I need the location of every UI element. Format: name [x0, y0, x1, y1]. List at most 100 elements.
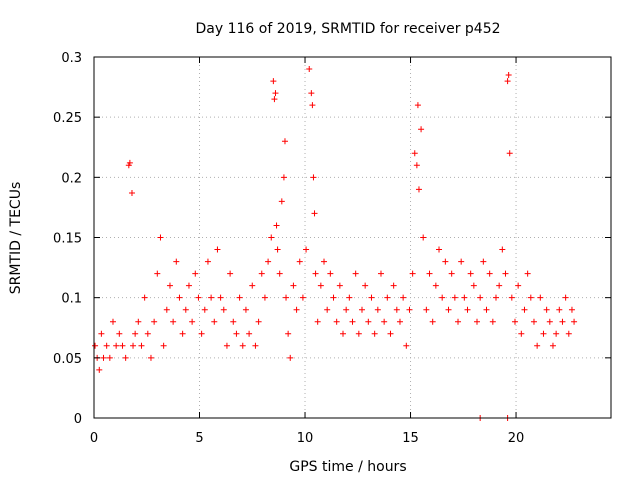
series-points — [92, 66, 578, 421]
data-point — [413, 162, 420, 169]
data-point — [324, 306, 331, 313]
data-point — [362, 282, 369, 289]
x-tick-label: 0 — [90, 431, 98, 446]
data-point — [290, 282, 297, 289]
y-tick-label: 0.1 — [61, 292, 82, 307]
data-point — [321, 258, 328, 265]
data-point — [420, 234, 427, 241]
data-point — [414, 102, 421, 109]
data-point — [562, 294, 569, 301]
data-point — [317, 282, 324, 289]
data-point — [261, 294, 268, 301]
data-point — [400, 294, 407, 301]
plot-frame — [93, 56, 612, 419]
data-point — [387, 330, 394, 337]
y-tick-label: 0.25 — [53, 111, 82, 126]
data-point — [147, 354, 154, 361]
data-point — [314, 318, 321, 325]
data-point — [521, 306, 528, 313]
data-point — [311, 210, 318, 217]
data-point — [330, 294, 337, 301]
data-point — [480, 258, 487, 265]
data-point — [506, 150, 513, 157]
data-point — [176, 294, 183, 301]
data-point — [502, 270, 509, 277]
data-point — [336, 282, 343, 289]
data-point — [113, 342, 120, 349]
data-point — [163, 306, 170, 313]
data-point — [208, 294, 215, 301]
data-point — [154, 270, 161, 277]
data-point — [182, 306, 189, 313]
data-point — [249, 282, 256, 289]
data-point — [537, 294, 544, 301]
y-tick-label: 0.3 — [61, 51, 82, 66]
data-point — [349, 318, 356, 325]
data-point — [160, 342, 167, 349]
data-point — [474, 318, 481, 325]
data-point — [565, 330, 572, 337]
data-point — [227, 270, 234, 277]
data-point — [524, 270, 531, 277]
data-point — [214, 246, 221, 253]
data-point — [489, 318, 496, 325]
data-point — [119, 342, 126, 349]
data-point — [283, 294, 290, 301]
data-point — [255, 318, 262, 325]
data-point — [296, 258, 303, 265]
data-point — [166, 282, 173, 289]
data-point — [242, 306, 249, 313]
data-point — [556, 306, 563, 313]
data-point — [310, 174, 317, 181]
data-point — [396, 318, 403, 325]
data-point — [246, 330, 253, 337]
data-point — [365, 318, 372, 325]
data-point — [426, 270, 433, 277]
data-point — [436, 246, 443, 253]
data-point — [543, 306, 550, 313]
data-point — [423, 306, 430, 313]
data-point — [530, 318, 537, 325]
data-point — [138, 342, 145, 349]
data-point — [308, 90, 315, 97]
data-point — [571, 318, 578, 325]
data-point — [448, 270, 455, 277]
data-point — [333, 318, 340, 325]
x-tick-label: 5 — [195, 431, 203, 446]
data-point — [312, 270, 319, 277]
data-point — [327, 270, 334, 277]
data-point — [492, 294, 499, 301]
data-point — [278, 198, 285, 205]
data-point — [306, 66, 313, 73]
data-point — [445, 306, 452, 313]
data-point — [271, 96, 278, 103]
data-point — [130, 342, 137, 349]
data-point — [270, 78, 277, 85]
data-point — [293, 306, 300, 313]
data-point — [281, 138, 288, 145]
data-point — [236, 294, 243, 301]
data-point — [415, 186, 422, 193]
data-point — [505, 72, 512, 79]
data-point — [418, 126, 425, 133]
x-tick-label: 10 — [297, 431, 314, 446]
data-point — [217, 294, 224, 301]
data-point — [355, 330, 362, 337]
data-point — [100, 354, 107, 361]
data-point — [568, 306, 575, 313]
x-axis-label: GPS time / hours — [289, 459, 406, 475]
y-tick-label: 0.2 — [61, 171, 82, 186]
y-tick-label: 0.15 — [53, 232, 82, 247]
data-point — [486, 270, 493, 277]
data-point — [272, 90, 279, 97]
axes-ticks: 0 5 10 15 20 0 0.05 0.1 0.15 0.2 0.25 0.3 — [53, 51, 611, 446]
data-point — [274, 246, 281, 253]
data-point — [429, 318, 436, 325]
data-point — [135, 318, 142, 325]
data-point — [346, 294, 353, 301]
data-point — [527, 294, 534, 301]
data-point — [287, 354, 294, 361]
data-point — [508, 294, 515, 301]
data-point — [384, 294, 391, 301]
